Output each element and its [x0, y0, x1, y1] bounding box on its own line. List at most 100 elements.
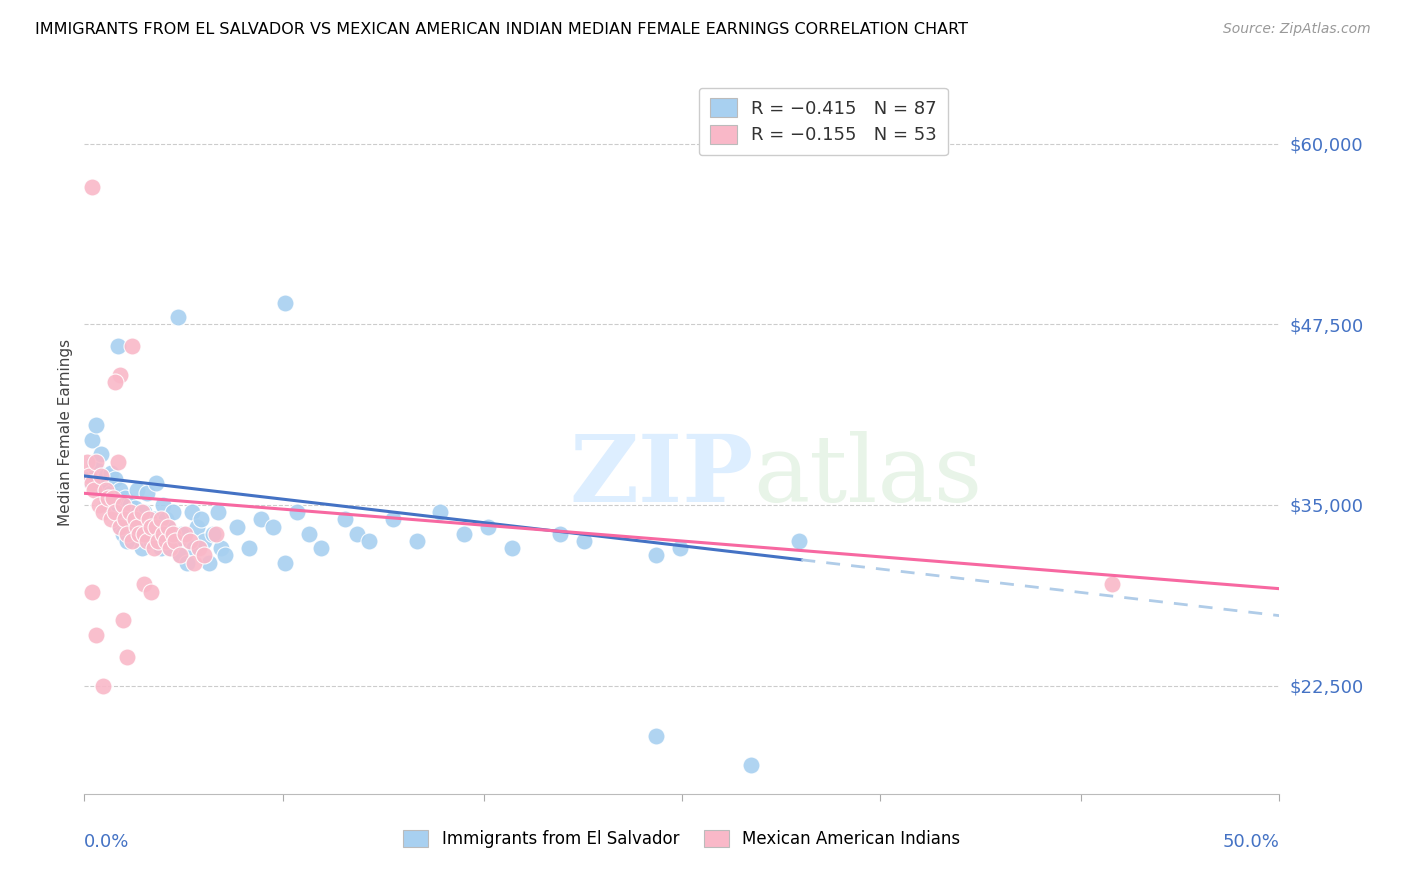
Point [86, 462, 108, 476]
Point [740, 758, 762, 772]
Point [207, 505, 229, 519]
Point [128, 526, 150, 541]
Point [121, 339, 143, 353]
Point [125, 483, 148, 498]
Text: IMMIGRANTS FROM EL SALVADOR VS MEXICAN AMERICAN INDIAN MEDIAN FEMALE EARNINGS CO: IMMIGRANTS FROM EL SALVADOR VS MEXICAN A… [35, 22, 969, 37]
Point [381, 512, 404, 526]
Point [132, 505, 156, 519]
Point [111, 526, 134, 541]
Point [250, 512, 273, 526]
Point [100, 486, 122, 500]
Point [169, 549, 191, 563]
Point [166, 310, 188, 324]
Point [155, 533, 177, 548]
Point [107, 498, 129, 512]
Point [100, 512, 122, 526]
Point [107, 339, 129, 353]
Point [114, 512, 136, 526]
Point [176, 556, 198, 570]
Y-axis label: Median Female Earnings: Median Female Earnings [58, 339, 73, 526]
Point [148, 526, 170, 541]
Point [83, 483, 105, 498]
Point [202, 526, 225, 541]
Point [145, 476, 167, 491]
Point [104, 472, 127, 486]
Point [101, 491, 124, 505]
Point [111, 505, 134, 519]
Point [90, 469, 112, 483]
Point [93, 678, 115, 692]
Point [141, 519, 163, 533]
Point [172, 526, 194, 541]
Point [117, 526, 139, 541]
Point [668, 541, 690, 556]
Point [193, 533, 215, 548]
Point [309, 541, 332, 556]
Point [333, 512, 356, 526]
Point [572, 533, 595, 548]
Point [111, 614, 134, 628]
Point [148, 533, 170, 548]
Point [118, 498, 141, 512]
Point [83, 454, 105, 468]
Point [104, 505, 127, 519]
Text: atlas: atlas [754, 431, 983, 521]
Point [110, 519, 132, 533]
Point [76, 472, 98, 486]
Point [186, 519, 208, 533]
Point [110, 519, 132, 533]
Point [86, 454, 108, 468]
Point [121, 509, 143, 524]
Point [644, 729, 666, 743]
Point [138, 512, 160, 526]
Point [357, 533, 380, 548]
Point [121, 519, 143, 533]
Point [101, 505, 124, 519]
Point [93, 505, 115, 519]
Point [104, 491, 127, 505]
Point [165, 526, 187, 541]
Point [132, 526, 156, 541]
Text: 0.0%: 0.0% [84, 833, 129, 851]
Point [97, 476, 120, 491]
Point [131, 541, 153, 556]
Point [76, 454, 98, 468]
Point [93, 483, 115, 498]
Point [169, 549, 191, 563]
Point [179, 533, 201, 548]
Point [124, 500, 146, 515]
Point [107, 454, 129, 468]
Point [94, 483, 117, 498]
Point [87, 481, 110, 495]
Point [209, 541, 232, 556]
Point [117, 649, 139, 664]
Point [429, 505, 451, 519]
Point [205, 526, 228, 541]
Point [173, 526, 195, 541]
Point [149, 512, 172, 526]
Point [135, 533, 157, 548]
Point [142, 512, 165, 526]
Point [131, 505, 153, 519]
Point [117, 533, 139, 548]
Point [165, 533, 187, 548]
Point [80, 584, 103, 599]
Point [149, 541, 172, 556]
Point [197, 556, 219, 570]
Point [100, 466, 122, 480]
Point [152, 498, 174, 512]
Point [166, 533, 188, 548]
Point [132, 577, 156, 591]
Point [87, 498, 110, 512]
Point [97, 491, 120, 505]
Point [477, 519, 499, 533]
Point [124, 512, 146, 526]
Point [86, 628, 108, 642]
Text: 50.0%: 50.0% [1223, 833, 1279, 851]
Point [114, 491, 136, 505]
Point [159, 541, 181, 556]
Point [453, 526, 475, 541]
Text: ZIP: ZIP [569, 431, 754, 521]
Point [226, 519, 249, 533]
Point [501, 541, 523, 556]
